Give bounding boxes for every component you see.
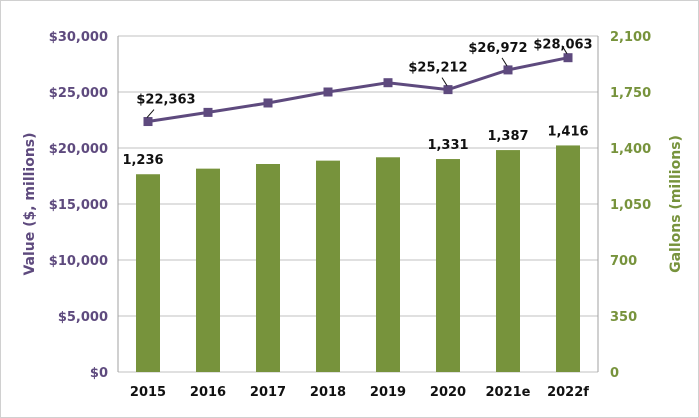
y-right-tick-label: 700 (610, 254, 637, 269)
leader-line (441, 77, 448, 86)
line-marker (143, 117, 153, 127)
line-marker (563, 53, 573, 63)
x-tick-label: 2016 (190, 385, 226, 400)
y-right-tick-label: 1,400 (610, 142, 651, 157)
bar-data-label: 1,236 (122, 153, 163, 168)
bar-data-label: 1,387 (487, 129, 528, 144)
bar (496, 150, 520, 372)
bar-series: 1,236 1,331 1,387 1,416 (122, 124, 589, 372)
bar (436, 159, 460, 372)
line-data-label: $26,972 (468, 41, 527, 56)
bar (256, 164, 280, 372)
y-right-tick-label: 2,100 (610, 30, 651, 45)
y-left-tick-label: $10,000 (49, 254, 108, 269)
y-left-tick-label: $25,000 (49, 86, 108, 101)
leader-line (146, 109, 155, 118)
y-left-tick-label: $20,000 (49, 142, 108, 157)
y-right-tick-label: 1,750 (610, 86, 651, 101)
bar (556, 145, 580, 372)
value-line (147, 56, 569, 124)
bar (136, 174, 160, 372)
bar (196, 168, 220, 372)
y-right-tick-label: 1,050 (610, 198, 651, 213)
y-right-tick-label: 0 (610, 366, 619, 381)
y-axis-left-label: Value ($, millions) (22, 132, 38, 275)
line-marker (323, 87, 333, 97)
y-left-tick-label: $5,000 (58, 310, 108, 325)
line-marker (383, 78, 393, 88)
bar-data-label: 1,416 (547, 124, 588, 139)
x-tick-label: 2017 (250, 385, 286, 400)
x-tick-label: 2015 (130, 385, 166, 400)
bar-data-label: 1,331 (427, 138, 468, 153)
line-data-label: $22,363 (136, 93, 195, 108)
leader-line (561, 45, 568, 54)
line-data-label: $28,063 (533, 38, 592, 53)
y-axis-right-label: Gallons (millions) (668, 135, 684, 273)
x-tick-label: 2021e (486, 385, 531, 400)
axis-ticks: $0 0 $5,000 350 $10,000 700 $15,000 1,050 $20,00… (49, 30, 651, 400)
y-right-tick-label: 350 (610, 310, 637, 325)
y-left-tick-label: $15,000 (49, 198, 108, 213)
bar (376, 157, 400, 372)
line-data-label: $25,212 (408, 61, 467, 76)
leader-line (501, 57, 508, 67)
line-marker (263, 98, 273, 108)
line-series: $22,363 $25,212$26,972 $28,063 (136, 38, 593, 127)
line-marker (503, 65, 513, 75)
bar (316, 160, 340, 372)
y-left-tick-label: $30,000 (49, 30, 108, 45)
line-marker (443, 85, 453, 95)
x-tick-label: 2022f (547, 385, 589, 400)
x-tick-label: 2020 (430, 385, 466, 400)
x-tick-label: 2019 (370, 385, 406, 400)
x-tick-label: 2018 (310, 385, 346, 400)
y-left-tick-label: $0 (90, 366, 108, 381)
line-marker (203, 107, 213, 117)
